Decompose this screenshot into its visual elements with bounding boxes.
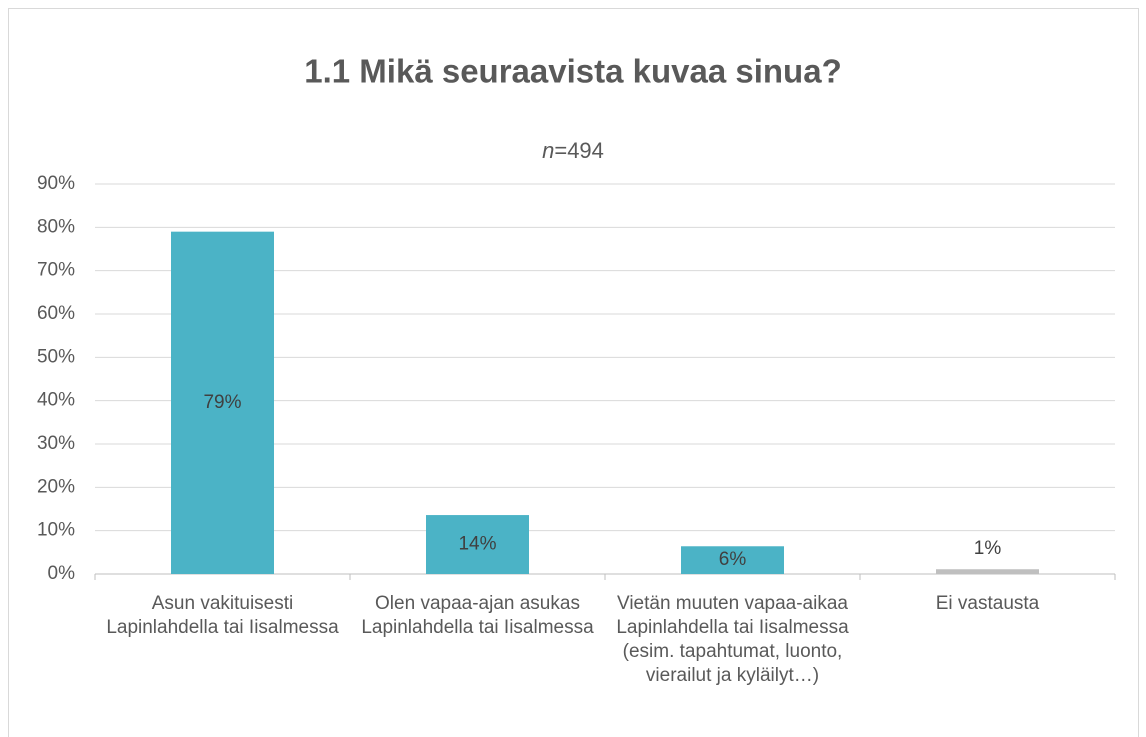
chart-subtitle: n=494 <box>542 138 604 163</box>
data-label: 1% <box>974 538 1002 559</box>
x-tick-label: Asun vakituisesti Lapinlahdella tai Iisa… <box>106 593 339 638</box>
y-tick-label: 0% <box>48 563 76 584</box>
bar <box>681 546 784 574</box>
bar <box>171 231 274 574</box>
y-tick-label: 40% <box>37 390 75 411</box>
x-tick-label: Vietän muuten vapaa-aikaa Lapinlahdella … <box>616 593 849 686</box>
bar <box>426 515 529 574</box>
y-tick-label: 20% <box>37 476 75 497</box>
x-tick-label: Ei vastausta <box>935 593 1040 614</box>
y-tick-label: 70% <box>37 260 75 281</box>
y-tick-label: 80% <box>37 216 75 237</box>
y-tick-label: 50% <box>37 346 75 367</box>
y-tick-label: 60% <box>37 303 75 324</box>
bar <box>936 569 1039 574</box>
y-tick-label: 10% <box>37 520 75 541</box>
chart-title: 1.1 Mikä seuraavista kuvaa sinua? <box>304 53 841 90</box>
data-label: 6% <box>719 549 747 570</box>
y-tick-label: 30% <box>37 433 75 454</box>
data-label: 79% <box>203 392 241 413</box>
x-tick-label: Olen vapaa-ajan asukas Lapinlahdella tai… <box>361 593 594 638</box>
y-tick-label: 90% <box>37 173 75 194</box>
data-label: 14% <box>458 534 496 555</box>
